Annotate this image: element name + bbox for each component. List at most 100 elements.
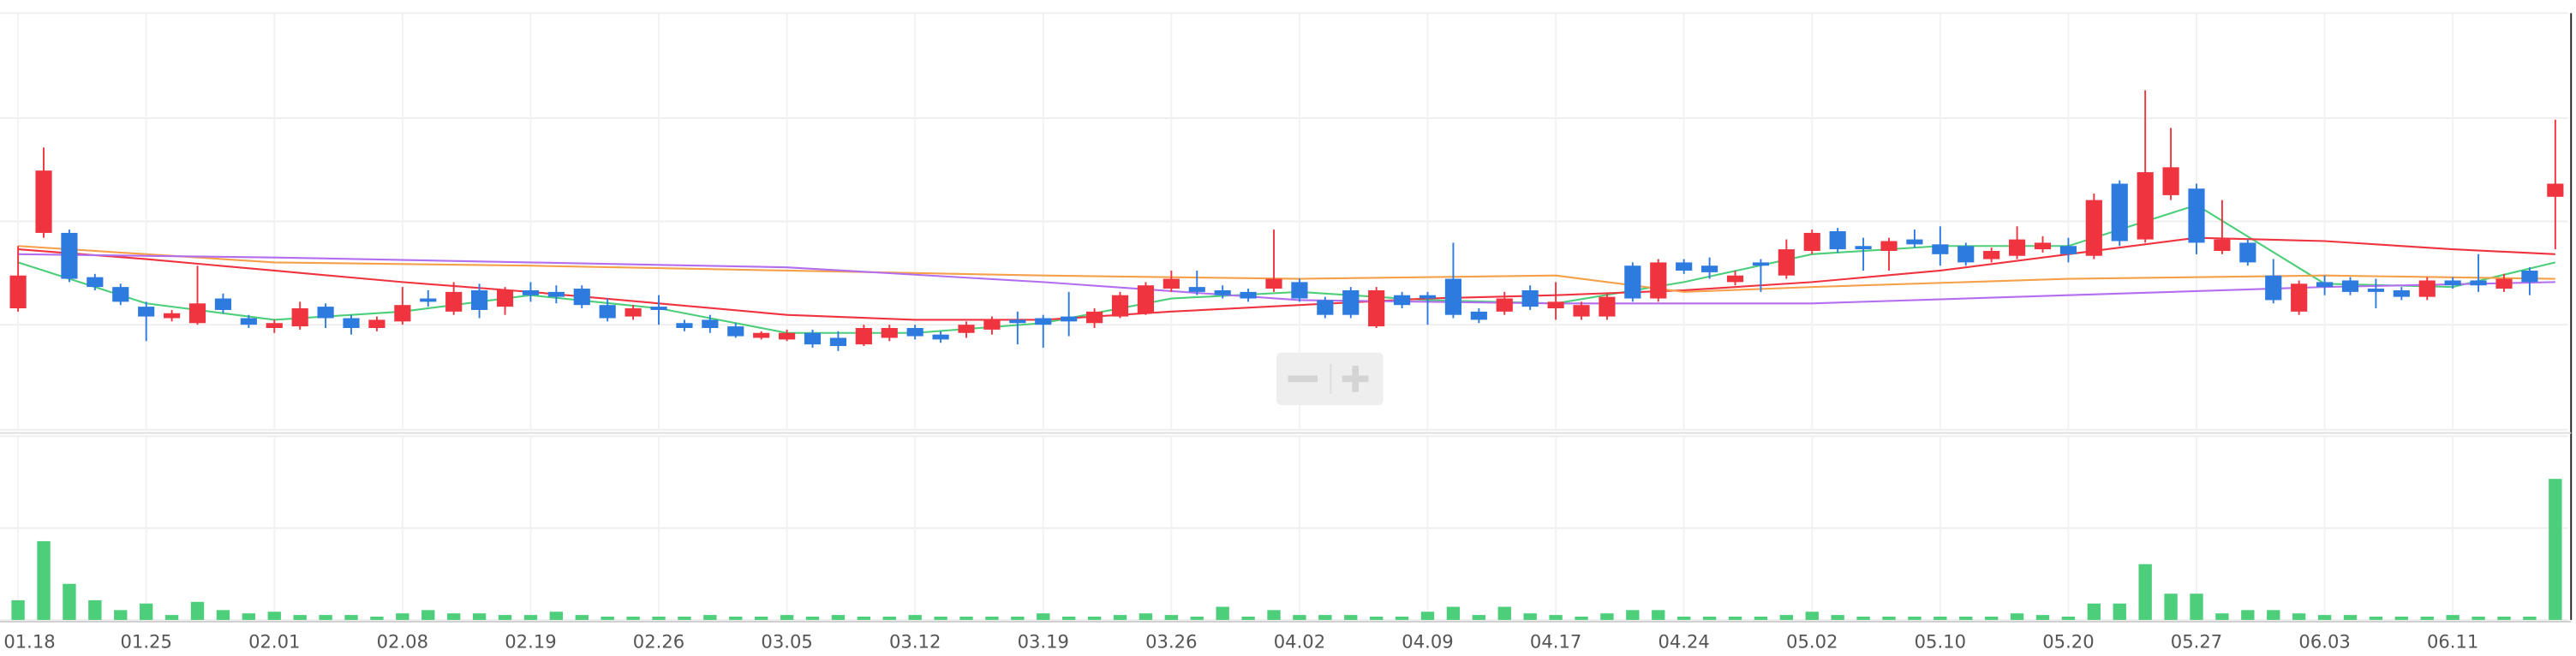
volume-bar [396, 613, 409, 620]
candle-body [804, 332, 822, 345]
candle-body [2008, 239, 2026, 256]
candle-body [779, 332, 796, 340]
candle-body [2418, 280, 2436, 297]
candle-body [1829, 231, 1846, 250]
candle-body [1726, 275, 1744, 283]
candle-body [445, 291, 463, 312]
candle-body [1291, 282, 1308, 299]
volume-bar [421, 610, 435, 620]
candle-body [87, 277, 104, 288]
volume-bar [857, 617, 871, 620]
candle-body [983, 319, 1001, 330]
volume-bar [1575, 617, 1588, 620]
candle-body [496, 289, 514, 307]
candle-body [547, 291, 565, 297]
volume-bar [1318, 615, 1332, 620]
candle-body [1240, 291, 1257, 299]
volume-bar [934, 617, 947, 620]
volume-bar [1241, 617, 1255, 620]
volume-bar [1702, 617, 1717, 620]
x-tick-label: 01.18 [3, 631, 55, 653]
volume-bar [1139, 613, 1153, 620]
x-tick-label: 02.01 [248, 631, 300, 653]
grid [0, 12, 2568, 621]
candle-body [676, 323, 693, 328]
volume-bar [2549, 479, 2562, 620]
candle-body [317, 307, 334, 319]
volume-bar [1420, 611, 1435, 620]
volume-bar [626, 617, 640, 620]
candle-body [35, 170, 52, 233]
candle-body [1521, 289, 1539, 307]
candle-body [702, 319, 719, 328]
candle-body [1752, 262, 1770, 266]
zoom-out[interactable] [1288, 375, 1318, 383]
volume-bar [1831, 615, 1844, 620]
volume-bar [472, 613, 487, 620]
volume-bar [1626, 610, 1640, 620]
volume-bar [1267, 610, 1281, 620]
volume-bar [11, 599, 25, 620]
volume-bar [2267, 610, 2280, 620]
candle-body [1394, 295, 1411, 306]
volume-bar [1216, 606, 1229, 620]
candle-body [881, 328, 898, 338]
volume-bar [523, 615, 538, 620]
volume-bar [1933, 617, 1947, 620]
candle-body [2341, 280, 2359, 292]
candle-body [394, 305, 411, 322]
candle-body [1214, 289, 1231, 295]
volume-bar [2061, 617, 2076, 620]
volume-bar [1190, 617, 1204, 620]
volume-bar [1446, 606, 1461, 620]
volume-bar [1037, 613, 1050, 620]
candle-body [1906, 239, 1923, 245]
candle-body [522, 289, 540, 295]
volume-bar [729, 617, 743, 620]
volume-bar [1882, 617, 1896, 620]
x-tick-label: 03.26 [1145, 631, 1197, 653]
candle-body [266, 323, 283, 328]
volume-bar [37, 540, 51, 620]
candle-body [1573, 305, 1590, 317]
volume-bar [447, 613, 461, 620]
candle-body [2291, 283, 2308, 312]
zoom-in[interactable] [1352, 366, 1359, 392]
volume-bar [2523, 617, 2537, 620]
volume-bar [1011, 617, 1025, 620]
candle-body [2495, 278, 2513, 289]
volume-bar [652, 617, 666, 620]
candle-body [2034, 242, 2052, 250]
volume-bar [549, 611, 564, 620]
candle-body [1111, 295, 1129, 317]
x-tick-label: 02.08 [377, 631, 428, 653]
volume-bar [1677, 617, 1691, 620]
x-tick-label: 01.25 [120, 631, 171, 653]
candle-body [291, 308, 308, 327]
x-tick-label: 04.09 [1402, 631, 1453, 653]
candle-body [471, 289, 488, 310]
volume-bar [805, 617, 820, 620]
candle-body [1855, 246, 1872, 250]
x-tick-label: 03.05 [761, 631, 812, 653]
volume-bar [2241, 610, 2255, 620]
candle-body [1086, 311, 1103, 324]
volume-bar [2369, 617, 2383, 620]
volume-bar [2113, 603, 2126, 620]
candle-body [61, 232, 78, 279]
candle-body [1188, 287, 1205, 292]
volume-bar [1908, 617, 1922, 620]
candle-body [2162, 167, 2179, 195]
volume-bar [1087, 617, 1102, 620]
volume-bar [1293, 615, 1306, 620]
volume-bar [114, 610, 128, 620]
candle-body [188, 303, 206, 324]
x-tick-label: 04.24 [1658, 631, 1709, 653]
candle-body [2188, 188, 2205, 243]
volume-bar [1523, 613, 1537, 620]
volume-bar [1600, 613, 1614, 620]
volume-bar [190, 601, 205, 620]
candle-body [1444, 278, 1462, 315]
candle-body [420, 298, 437, 302]
